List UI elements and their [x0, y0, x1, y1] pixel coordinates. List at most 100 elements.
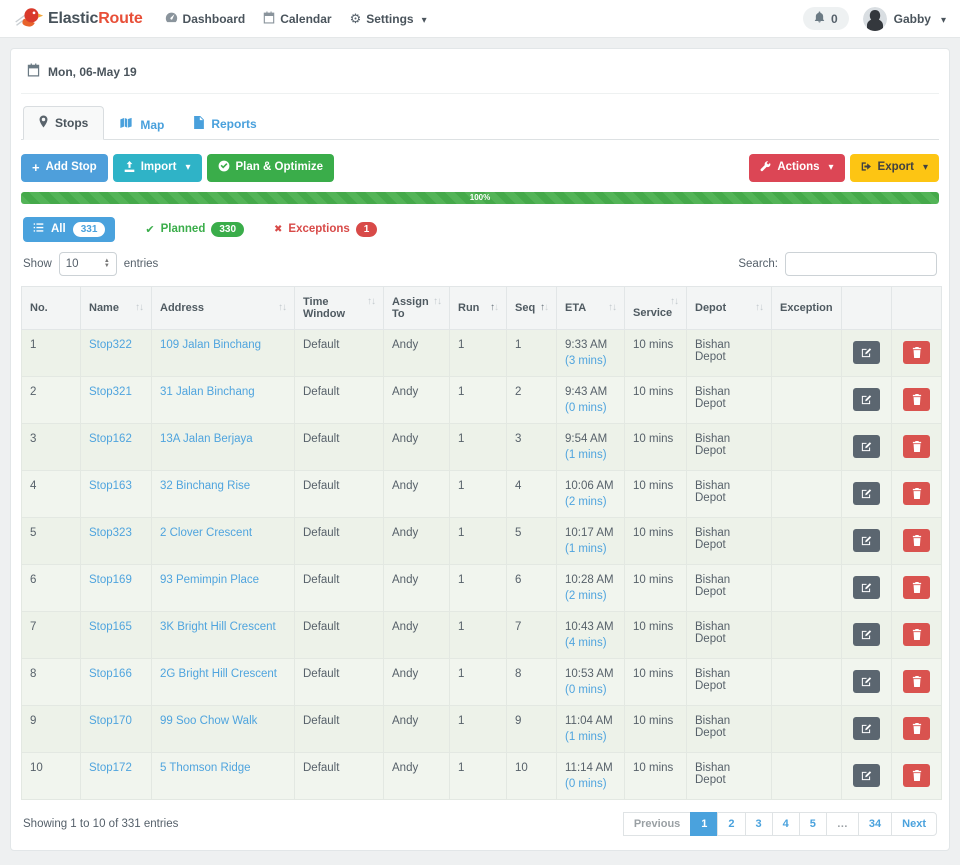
cell-run: 1: [450, 564, 507, 611]
delete-stop-button[interactable]: [903, 341, 930, 364]
import-button[interactable]: Import: [113, 154, 202, 182]
delete-stop-button[interactable]: [903, 623, 930, 646]
column-header[interactable]: ETA: [557, 286, 625, 329]
edit-stop-button[interactable]: [853, 482, 880, 505]
stop-address-link[interactable]: 93 Pemimpin Place: [160, 574, 259, 586]
cell-time-window: Default: [295, 517, 384, 564]
edit-stop-button[interactable]: [853, 576, 880, 599]
stop-name-link[interactable]: Stop166: [89, 668, 132, 680]
edit-stop-button[interactable]: [853, 529, 880, 552]
pagination-link[interactable]: …: [826, 812, 859, 836]
column-header[interactable]: Depot: [687, 286, 772, 329]
pagination-link[interactable]: 2: [717, 812, 745, 836]
stop-address-link[interactable]: 32 Binchang Rise: [160, 480, 250, 492]
upload-icon: [124, 161, 135, 176]
cell-delete: [892, 611, 942, 658]
nav-item-calendar[interactable]: Calendar: [263, 11, 331, 27]
stop-name-link[interactable]: Stop169: [89, 574, 132, 586]
column-header[interactable]: Assign To: [384, 286, 450, 329]
pagination-link[interactable]: 3: [745, 812, 773, 836]
table-row: 9 Stop170 99 Soo Chow Walk Default Andy …: [22, 705, 942, 752]
delete-stop-button[interactable]: [903, 388, 930, 411]
pagination-link[interactable]: Previous: [623, 812, 691, 836]
stop-name-link[interactable]: Stop163: [89, 480, 132, 492]
search-input[interactable]: [785, 252, 937, 276]
column-header[interactable]: Seq: [507, 286, 557, 329]
actions-button[interactable]: Actions: [749, 154, 844, 182]
stop-address-link[interactable]: 2 Clover Crescent: [160, 527, 252, 539]
date-bar[interactable]: Mon, 06-May 19: [21, 49, 939, 94]
pagination-item: 1: [691, 812, 718, 836]
pagination-link[interactable]: 34: [858, 812, 892, 836]
column-header[interactable]: [842, 286, 892, 329]
add-stop-button[interactable]: Add Stop: [21, 154, 108, 182]
pagination-link[interactable]: Next: [891, 812, 937, 836]
table-body: 1 Stop322 109 Jalan Binchang Default And…: [22, 329, 942, 799]
delete-stop-button[interactable]: [903, 529, 930, 552]
column-header[interactable]: Run: [450, 286, 507, 329]
delete-stop-button[interactable]: [903, 717, 930, 740]
pagination-link[interactable]: 4: [772, 812, 800, 836]
column-header[interactable]: Exception: [772, 286, 842, 329]
column-header[interactable]: No.: [22, 286, 81, 329]
stop-name-link[interactable]: Stop172: [89, 762, 132, 774]
cell-assign-to: Andy: [384, 611, 450, 658]
stop-name-link[interactable]: Stop322: [89, 339, 132, 351]
edit-stop-button[interactable]: [853, 670, 880, 693]
pagination-link[interactable]: 5: [799, 812, 827, 836]
cell-name: Stop165: [81, 611, 152, 658]
nav-item-settings[interactable]: Settings: [350, 11, 427, 27]
column-header[interactable]: Name: [81, 286, 152, 329]
stop-address-link[interactable]: 5 Thomson Ridge: [160, 762, 251, 774]
notifications-button[interactable]: 0: [803, 7, 849, 30]
user-menu[interactable]: Gabby: [863, 7, 946, 31]
stop-address-link[interactable]: 3K Bright Hill Crescent: [160, 621, 276, 633]
filter-planned-button[interactable]: Planned 330: [145, 222, 244, 237]
page-size-select[interactable]: 10 ▲▼: [59, 252, 117, 276]
pagination-link[interactable]: 1: [690, 812, 718, 836]
delete-stop-button[interactable]: [903, 764, 930, 787]
column-header[interactable]: Time Window: [295, 286, 384, 329]
edit-stop-button[interactable]: [853, 717, 880, 740]
filter-exceptions-button[interactable]: Exceptions 1: [274, 222, 377, 237]
stop-address-link[interactable]: 2G Bright Hill Crescent: [160, 668, 277, 680]
column-header[interactable]: Service: [625, 286, 687, 329]
export-button[interactable]: Export: [850, 154, 939, 182]
edit-stop-button[interactable]: [853, 341, 880, 364]
cell-depot: Bishan Depot: [687, 611, 772, 658]
edit-stop-button[interactable]: [853, 764, 880, 787]
stop-address-link[interactable]: 13A Jalan Berjaya: [160, 433, 253, 445]
entries-summary: Showing 1 to 10 of 331 entries: [23, 818, 178, 830]
tab-map[interactable]: Map: [104, 109, 179, 140]
filter-all-label: All: [51, 223, 66, 235]
delete-stop-button[interactable]: [903, 482, 930, 505]
tab-stops[interactable]: Stops: [23, 106, 104, 140]
stop-address-link[interactable]: 109 Jalan Binchang: [160, 339, 261, 351]
cell-time-window: Default: [295, 329, 384, 376]
edit-stop-button[interactable]: [853, 623, 880, 646]
delete-stop-button[interactable]: [903, 576, 930, 599]
column-header[interactable]: Address: [152, 286, 295, 329]
filter-planned-label: Planned: [161, 223, 206, 235]
pagination-item: 5: [800, 812, 827, 836]
delete-stop-button[interactable]: [903, 670, 930, 693]
plan-optimize-button[interactable]: Plan & Optimize: [207, 154, 335, 182]
edit-stop-button[interactable]: [853, 388, 880, 411]
stop-name-link[interactable]: Stop162: [89, 433, 132, 445]
stop-name-link[interactable]: Stop323: [89, 527, 132, 539]
stop-name-link[interactable]: Stop165: [89, 621, 132, 633]
notifications-count: 0: [831, 12, 838, 26]
stop-address-link[interactable]: 31 Jalan Binchang: [160, 386, 255, 398]
stop-name-link[interactable]: Stop321: [89, 386, 132, 398]
stop-name-link[interactable]: Stop170: [89, 715, 132, 727]
tab-reports[interactable]: Reports: [179, 108, 271, 140]
delete-stop-button[interactable]: [903, 435, 930, 458]
elasticroute-logo[interactable]: ElasticRoute: [14, 4, 143, 33]
nav-item-dashboard[interactable]: Dashboard: [165, 11, 246, 27]
column-header[interactable]: [892, 286, 942, 329]
stop-address-link[interactable]: 99 Soo Chow Walk: [160, 715, 257, 727]
export-label: Export: [878, 162, 914, 174]
filter-all-button[interactable]: All 331: [23, 217, 115, 242]
cell-time-window: Default: [295, 564, 384, 611]
edit-stop-button[interactable]: [853, 435, 880, 458]
